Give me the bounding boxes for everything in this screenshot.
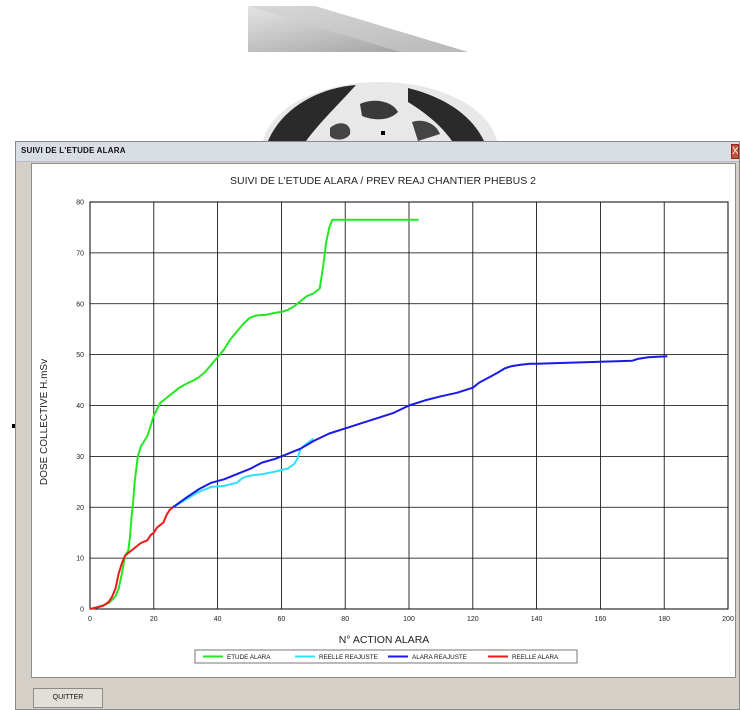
alara-window: SUIVI DE L'ETUDE ALARA X SUIVI DE L'ETUD… [15,141,740,710]
x-tick-labels: 0 20 40 60 80 100 120 140 160 180 200 [88,616,734,623]
x-tick-label: 80 [341,616,349,623]
y-tick-label: 40 [76,403,84,410]
series-line-etude-alara [89,218,419,610]
x-tick-label: 40 [214,616,222,623]
legend-box [194,649,578,664]
y-tick-label: 0 [80,607,84,614]
y-tick-label: 20 [76,505,84,512]
close-button[interactable]: X [731,144,739,159]
chart-series [89,218,668,610]
dose-chart: SUIVI DE L'ETUDE ALARA / PREV REAJ CHANT… [39,175,734,664]
window-titlebar[interactable]: SUIVI DE L'ETUDE ALARA X [16,142,739,162]
x-tick-label: 200 [722,616,734,623]
close-icon: X [732,146,739,157]
x-axis-label: N° ACTION ALARA [339,634,430,646]
chart-legend: ETUDE ALARA REELLE REAJUSTE ALARA REAJUSTE… [194,649,578,664]
x-tick-label: 60 [278,616,286,623]
chart-panel: SUIVI DE L'ETUDE ALARA / PREV REAJ CHANT… [31,163,736,678]
series-line-reelle-alara [89,506,174,610]
series-line-reelle-reajuste [172,437,314,509]
x-tick-label: 120 [467,616,479,623]
y-tick-label: 30 [76,454,84,461]
legend-label: ETUDE ALARA [227,654,271,661]
x-tick-label: 0 [88,616,92,623]
y-axis-label: DOSE COLLECTIVE H.mSv [39,359,50,485]
x-tick-label: 160 [595,616,607,623]
x-tick-label: 100 [403,616,415,623]
resize-handle[interactable] [12,424,16,428]
resize-handle[interactable] [381,131,385,135]
y-tick-label: 60 [76,301,84,308]
legend-label: REELLE ALARA [512,654,559,661]
y-tick-label: 50 [76,352,84,359]
quit-button[interactable]: QUITTER [33,688,103,708]
chart-title: SUIVI DE L'ETUDE ALARA / PREV REAJ CHANT… [230,175,536,187]
wedge-logo [248,6,468,52]
x-tick-label: 140 [531,616,543,623]
legend-label: ALARA REAJUSTE [412,654,467,661]
series-line-alara-reajuste [172,355,668,509]
legend-label: REELLE REAJUSTE [319,654,378,661]
x-tick-label: 20 [150,616,158,623]
y-tick-labels: 0 10 20 30 40 50 60 70 80 [76,200,84,614]
y-tick-label: 80 [76,200,84,207]
y-tick-label: 10 [76,556,84,563]
x-tick-label: 180 [658,616,670,623]
y-tick-label: 70 [76,250,84,257]
window-title: SUIVI DE L'ETUDE ALARA [21,146,126,155]
